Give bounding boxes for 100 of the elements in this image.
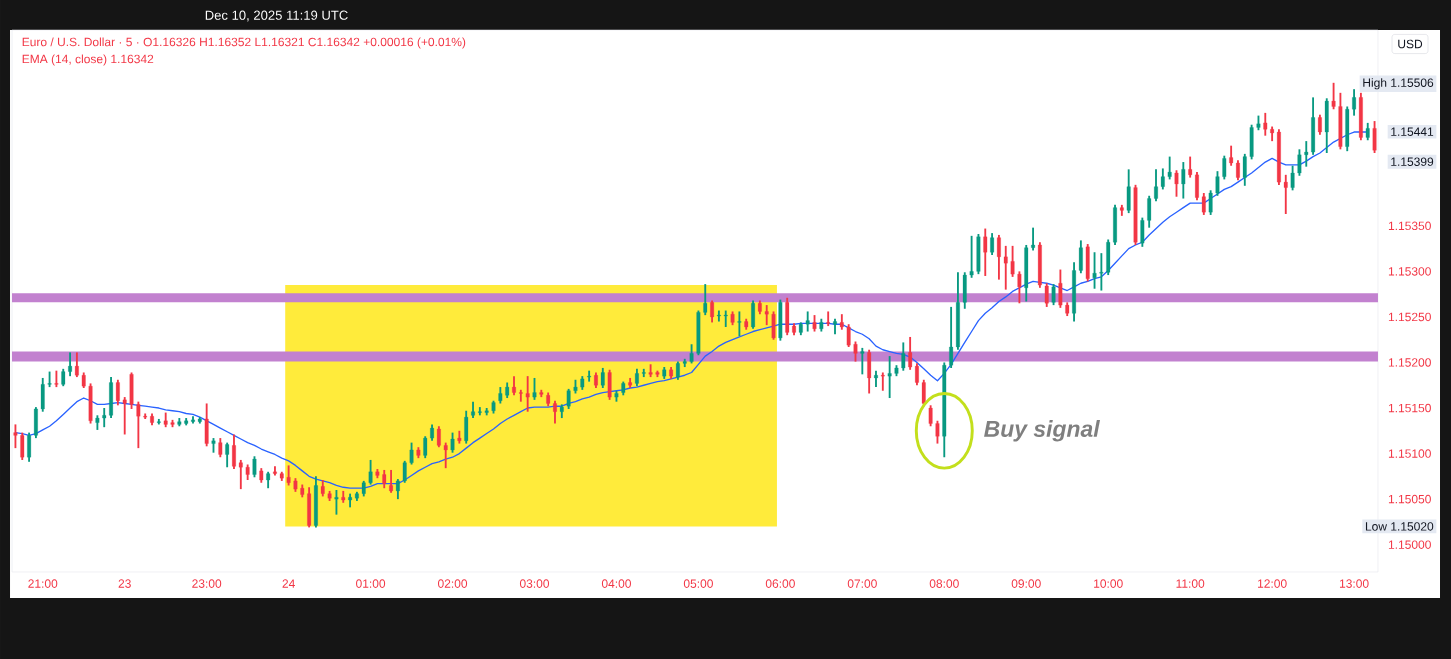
x-tick-label: 12:00: [1258, 579, 1287, 588]
candlestick: [1331, 82, 1336, 110]
candlestick: [484, 408, 489, 416]
candlestick: [805, 311, 810, 332]
y-tick-label: 1.15300: [1388, 267, 1431, 276]
candlestick: [47, 371, 52, 388]
candlestick: [1174, 170, 1179, 197]
y-tick-label: 1.15000: [1388, 540, 1431, 549]
candlestick: [279, 471, 284, 481]
candlestick: [559, 404, 564, 419]
candlestick: [1283, 174, 1288, 215]
text: 1.15441: [1391, 127, 1434, 136]
candlestick: [505, 382, 510, 399]
y-tick-label: 1.15350: [1388, 221, 1431, 231]
x-tick-label: 06:00: [765, 579, 795, 588]
text: Dec 10, 2025 11:19 UTC: [205, 10, 348, 22]
candlestick: [525, 376, 530, 412]
candlestick: [177, 418, 182, 427]
x-tick-label: 05:00: [683, 579, 713, 588]
candlestick: [532, 377, 537, 400]
candlestick: [54, 370, 59, 388]
candlestick: [95, 415, 100, 430]
text: Euro / U.S. Dollar · 5 · O1.16326 H1.16352 L1.16321 C1.16342 +0.00016 (+0.01%): [22, 37, 466, 49]
candlestick: [641, 368, 646, 378]
candlestick: [628, 377, 633, 389]
text: 1.15399: [1391, 157, 1434, 166]
text: EMA (14, close) 1.16342: [22, 54, 154, 66]
candlestick: [887, 356, 892, 399]
x-tick-label: 23: [118, 579, 131, 588]
candlestick: [184, 418, 189, 426]
candlestick: [477, 407, 482, 416]
candlestick: [74, 352, 79, 378]
x-tick-label: 21:00: [28, 579, 58, 588]
candlestick: [197, 417, 202, 424]
candlestick: [450, 432, 455, 453]
candlestick: [375, 469, 380, 479]
candlestick: [669, 367, 674, 379]
candlestick: [1051, 284, 1056, 306]
candlestick: [1092, 252, 1097, 289]
candlestick: [129, 372, 134, 409]
y-tick-label: 1.15150: [1388, 403, 1431, 413]
candlestick: [1133, 184, 1138, 245]
annotation: Low 1.15020: [1365, 522, 1434, 531]
candlestick: [88, 383, 93, 424]
candlestick: [102, 408, 107, 428]
candlestick: [1372, 121, 1377, 153]
candlestick: [156, 418, 161, 425]
candlestick: [662, 367, 667, 379]
x-tick-label: 04:00: [601, 579, 631, 588]
candlestick: [682, 358, 687, 368]
candlestick: [737, 311, 742, 337]
x-tick-label: 24: [282, 579, 295, 588]
x-tick-label: 13:00: [1339, 579, 1369, 588]
candlestick: [443, 442, 448, 469]
candlestick: [327, 490, 332, 501]
candlestick: [1229, 145, 1234, 166]
y-tick-label: 1.15050: [1388, 494, 1431, 504]
candlestick: [716, 310, 721, 322]
x-tick-label: 02:00: [437, 579, 468, 588]
candlestick: [1304, 141, 1309, 167]
candlestick: [416, 447, 421, 459]
x-tick-label: 01:00: [356, 579, 386, 588]
x-tick-label: 03:00: [519, 579, 550, 588]
x-tick-label: 11:00: [1176, 579, 1205, 588]
candlestick: [122, 397, 127, 435]
candlestick: [587, 370, 592, 382]
candlestick: [238, 459, 243, 490]
x-tick-label: 23:00: [192, 579, 222, 588]
candlestick: [1003, 245, 1008, 290]
candlestick: [457, 430, 462, 444]
candlestick: [744, 318, 749, 330]
candlestick: [1065, 302, 1070, 317]
candlestick: [355, 491, 359, 501]
candlestick: [518, 389, 523, 402]
candlestick: [826, 311, 831, 327]
candlestick: [259, 468, 264, 483]
y-tick-label: 1.15250: [1388, 312, 1431, 322]
candlestick: [648, 364, 653, 378]
candlestick: [771, 311, 776, 340]
candlestick: [1167, 156, 1172, 180]
candlestick: [1270, 126, 1275, 142]
y-tick-label: 1.15100: [1388, 449, 1431, 458]
candlestick: [1119, 204, 1124, 216]
candlestick: [266, 471, 271, 489]
candlestick: [143, 413, 148, 419]
candlestick: [1263, 112, 1268, 136]
candlestick: [341, 490, 346, 503]
candlestick: [395, 479, 400, 500]
x-tick-label: 09:00: [1011, 579, 1041, 588]
annotation: Buy signal: [984, 420, 1101, 442]
candlestick: [853, 341, 858, 362]
candlestick: [163, 412, 168, 428]
candlestick: [1017, 271, 1022, 304]
candlestick: [860, 347, 865, 375]
annotation: High 1.15506: [1363, 78, 1434, 90]
x-tick-label: 08:00: [929, 579, 959, 588]
candlestick: [935, 420, 940, 444]
candlestick: [1215, 171, 1220, 196]
candlestick: [409, 442, 414, 465]
y-tick-label: 1.15200: [1388, 358, 1431, 367]
